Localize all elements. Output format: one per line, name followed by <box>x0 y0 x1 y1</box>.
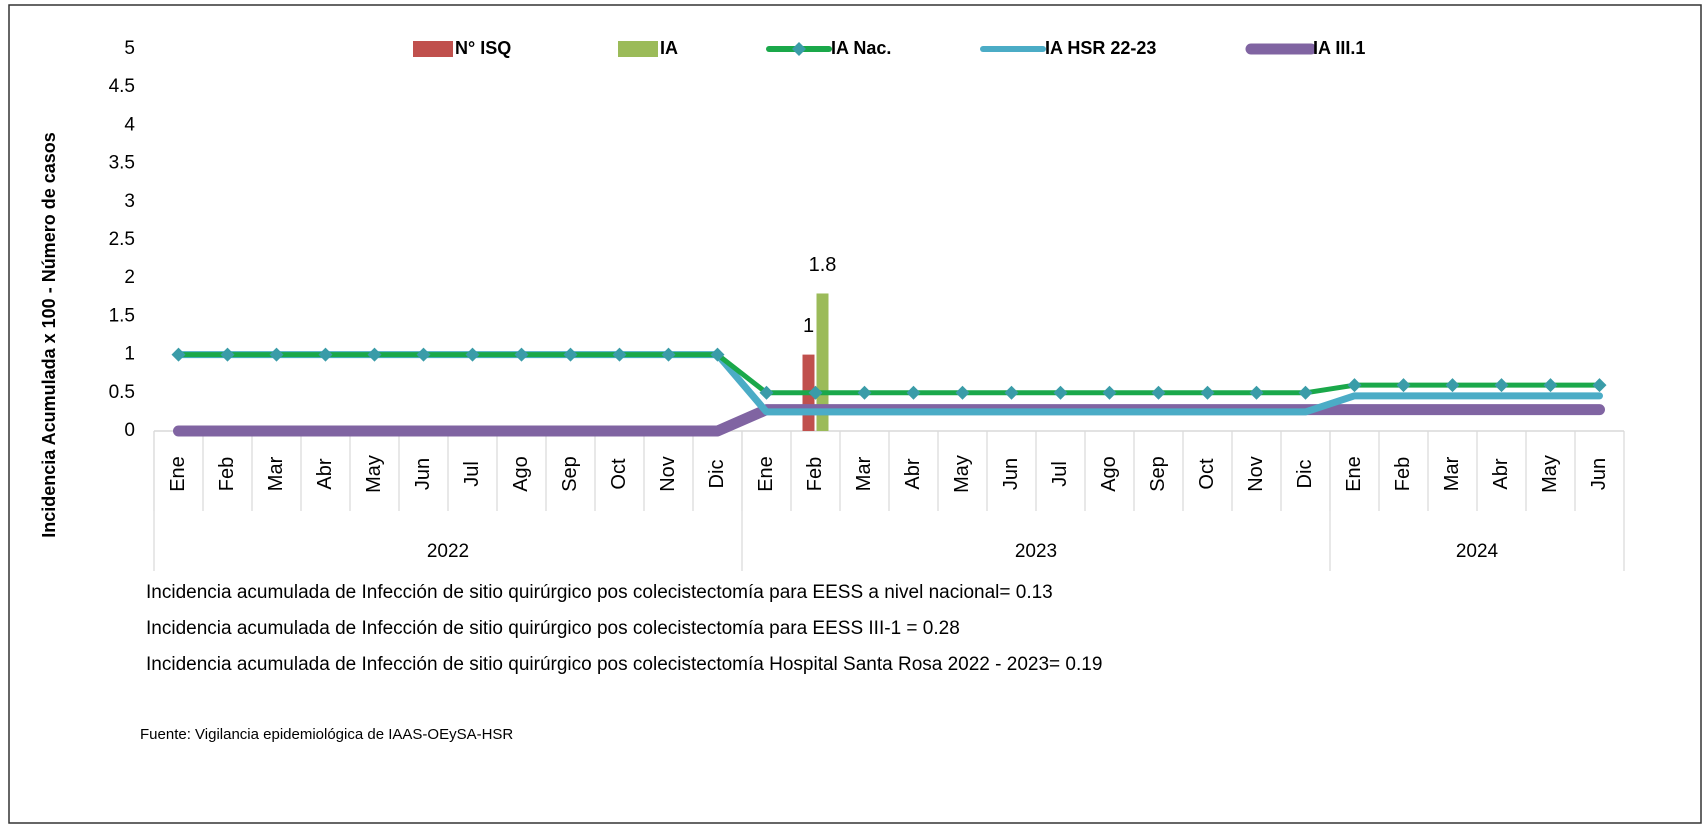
marker <box>1445 378 1460 393</box>
x-tick-label: Mar <box>853 456 875 491</box>
x-tick-label: Ene <box>167 456 189 492</box>
x-tick-label: Jul <box>461 461 483 487</box>
marker <box>269 347 284 362</box>
y-tick-label: 3.5 <box>109 153 135 174</box>
x-tick-label: Mar <box>265 456 287 491</box>
x-tick-label: Ene <box>755 456 777 492</box>
group-label: 2024 <box>1456 541 1499 562</box>
marker <box>710 347 725 362</box>
marker <box>1298 385 1313 400</box>
y-tick-label: 4.5 <box>109 76 135 97</box>
marker <box>563 347 578 362</box>
x-tick-label: May <box>363 455 385 493</box>
marker <box>661 347 676 362</box>
y-tick-label: 5 <box>124 38 135 59</box>
x-tick-label: Abr <box>902 458 924 489</box>
y-tick-label: 2.5 <box>109 229 135 250</box>
x-tick-label: Ene <box>1343 456 1365 492</box>
y-tick-label: 1.5 <box>109 305 135 326</box>
data-label: 1 <box>803 315 814 337</box>
legend-swatch <box>618 41 658 57</box>
x-tick-label: Dic <box>1294 460 1316 489</box>
x-tick-label: Abr <box>314 458 336 489</box>
y-tick-label: 1 <box>124 344 135 365</box>
note: Incidencia acumulada de Infección de sit… <box>146 654 1102 675</box>
y-tick-label: 0 <box>124 420 135 441</box>
y-axis-label: Incidencia Acumulada x 100 - Número de c… <box>39 132 59 537</box>
marker <box>1249 385 1264 400</box>
x-tick-label: May <box>1539 455 1561 493</box>
legend-swatch <box>413 41 453 57</box>
x-tick-label: Dic <box>706 460 728 489</box>
marker <box>367 347 382 362</box>
marker <box>1543 378 1558 393</box>
x-tick-label: Ago <box>510 456 532 492</box>
x-tick-label: Mar <box>1441 456 1463 491</box>
x-tick-label: May <box>951 455 973 493</box>
marker <box>465 347 480 362</box>
marker <box>1200 385 1215 400</box>
x-tick-label: Sep <box>1147 456 1169 492</box>
x-tick-label: Nov <box>657 456 679 492</box>
marker <box>759 385 774 400</box>
x-tick-label: Jul <box>1049 461 1071 487</box>
x-tick-label: Nov <box>1245 456 1267 492</box>
marker <box>857 385 872 400</box>
legend-label: IA III.1 <box>1313 38 1365 58</box>
marker <box>1151 385 1166 400</box>
x-tick-label: Feb <box>216 457 238 491</box>
x-tick-label: Ago <box>1098 456 1120 492</box>
y-tick-label: 0.5 <box>109 382 135 403</box>
marker <box>955 385 970 400</box>
note: Incidencia acumulada de Infección de sit… <box>146 582 1053 603</box>
legend-label: IA HSR 22-23 <box>1045 38 1156 58</box>
marker <box>220 347 235 362</box>
marker <box>1347 378 1362 393</box>
bar <box>816 293 829 431</box>
x-tick-label: Abr <box>1490 458 1512 489</box>
marker <box>1004 385 1019 400</box>
y-tick-label: 4 <box>124 114 135 135</box>
group-label: 2022 <box>427 541 469 562</box>
source: Fuente: Vigilancia epidemiológica de IAA… <box>140 726 513 743</box>
legend-marker <box>792 42 806 56</box>
marker <box>514 347 529 362</box>
marker <box>1494 378 1509 393</box>
marker <box>318 347 333 362</box>
note: Incidencia acumulada de Infección de sit… <box>146 618 960 639</box>
marker <box>1592 378 1607 393</box>
x-tick-label: Feb <box>1392 457 1414 491</box>
legend-label: IA Nac. <box>831 38 891 58</box>
data-label: 1.8 <box>809 254 837 276</box>
x-tick-label: Jun <box>1000 458 1022 490</box>
marker <box>416 347 431 362</box>
marker <box>808 385 823 400</box>
legend-label: IA <box>660 38 678 58</box>
group-label: 2023 <box>1015 541 1057 562</box>
x-tick-label: Jun <box>412 458 434 490</box>
x-tick-label: Oct <box>608 458 630 490</box>
x-tick-label: Sep <box>559 456 581 492</box>
legend-label: N° ISQ <box>455 38 511 58</box>
marker <box>171 347 186 362</box>
line <box>176 352 1602 396</box>
x-tick-label: Feb <box>804 457 826 491</box>
x-tick-label: Oct <box>1196 458 1218 490</box>
marker <box>612 347 627 362</box>
x-tick-label: Jun <box>1588 458 1610 490</box>
marker <box>1053 385 1068 400</box>
y-tick-label: 2 <box>124 267 135 288</box>
marker <box>906 385 921 400</box>
y-tick-label: 3 <box>124 191 135 212</box>
marker <box>1396 378 1411 393</box>
marker <box>1102 385 1117 400</box>
